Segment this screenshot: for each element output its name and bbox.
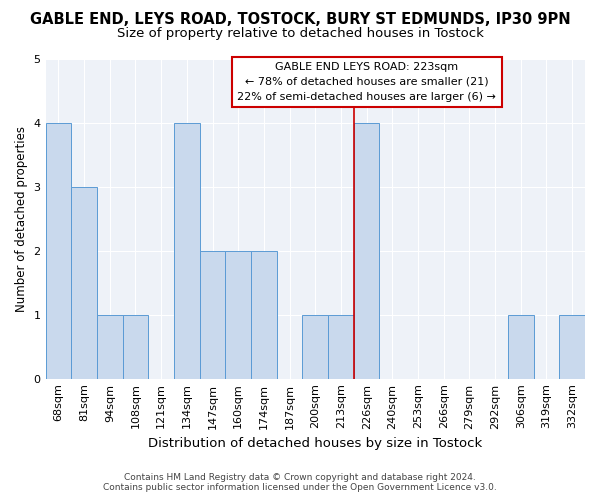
Bar [508, 314, 533, 378]
Text: Contains HM Land Registry data © Crown copyright and database right 2024.
Contai: Contains HM Land Registry data © Crown c… [103, 473, 497, 492]
Y-axis label: Number of detached properties: Number of detached properties [15, 126, 28, 312]
X-axis label: Distribution of detached houses by size in Tostock: Distribution of detached houses by size … [148, 437, 482, 450]
Bar [354, 123, 379, 378]
Bar [251, 251, 277, 378]
Bar [328, 314, 354, 378]
Bar [46, 123, 71, 378]
Text: Size of property relative to detached houses in Tostock: Size of property relative to detached ho… [116, 28, 484, 40]
Bar [302, 314, 328, 378]
Bar [122, 314, 148, 378]
Bar [226, 251, 251, 378]
Text: GABLE END, LEYS ROAD, TOSTOCK, BURY ST EDMUNDS, IP30 9PN: GABLE END, LEYS ROAD, TOSTOCK, BURY ST E… [29, 12, 571, 28]
Bar [97, 314, 122, 378]
Bar [174, 123, 200, 378]
Text: GABLE END LEYS ROAD: 223sqm
← 78% of detached houses are smaller (21)
22% of sem: GABLE END LEYS ROAD: 223sqm ← 78% of det… [237, 62, 496, 102]
Bar [559, 314, 585, 378]
Bar [200, 251, 226, 378]
Bar [71, 187, 97, 378]
